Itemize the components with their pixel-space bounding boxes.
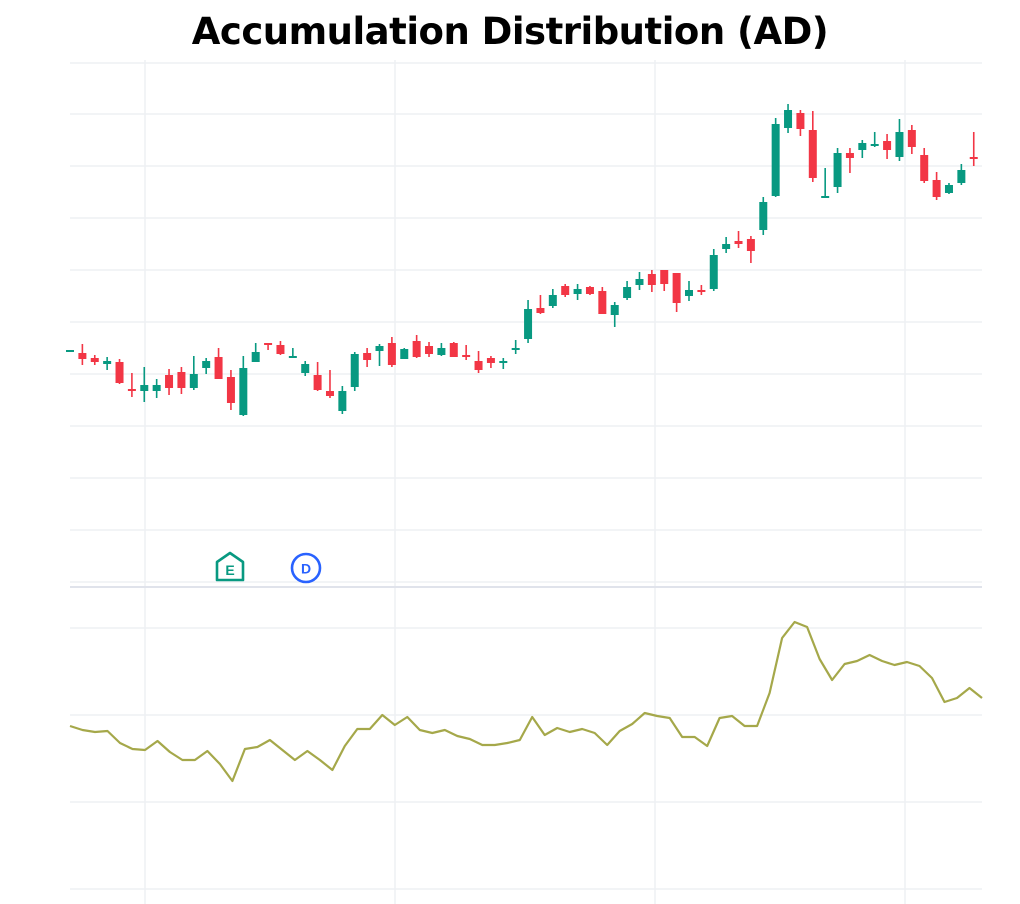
candle[interactable] [226, 370, 235, 410]
candle[interactable] [214, 348, 223, 379]
candle[interactable] [573, 284, 582, 300]
candle[interactable] [759, 197, 768, 235]
ad-indicator-line [69, 620, 983, 783]
candle[interactable] [338, 386, 347, 414]
candle[interactable] [685, 281, 693, 301]
candle[interactable] [103, 357, 112, 370]
candle[interactable] [387, 337, 396, 367]
event-markers: E D [215, 551, 322, 584]
candle[interactable] [561, 284, 570, 297]
candle[interactable] [709, 249, 718, 291]
grid-lines [70, 60, 982, 904]
candle[interactable] [944, 183, 953, 194]
earnings-marker-label: E [225, 562, 234, 578]
candle[interactable] [437, 343, 446, 356]
candle[interactable] [375, 344, 384, 366]
candle[interactable] [895, 119, 904, 161]
candle[interactable] [239, 356, 248, 416]
candle[interactable] [585, 286, 594, 295]
candle[interactable] [548, 289, 557, 308]
candle[interactable] [288, 348, 297, 358]
candle[interactable] [189, 356, 198, 390]
candle[interactable] [536, 295, 545, 314]
candle[interactable] [251, 343, 260, 362]
candle[interactable] [808, 111, 817, 182]
candle[interactable] [400, 348, 409, 359]
candle[interactable] [870, 132, 879, 147]
candle[interactable] [140, 367, 149, 402]
candle[interactable] [647, 270, 656, 292]
candle[interactable] [264, 343, 273, 350]
candle[interactable] [202, 358, 211, 374]
candle[interactable] [858, 140, 867, 158]
candle[interactable] [957, 164, 966, 185]
candle[interactable] [499, 358, 508, 369]
candle[interactable] [932, 172, 941, 200]
candle[interactable] [363, 348, 372, 367]
candle[interactable] [524, 300, 533, 343]
candle[interactable] [412, 335, 421, 358]
earnings-marker[interactable]: E [215, 551, 245, 582]
dividend-marker-label: D [301, 561, 311, 577]
candle[interactable] [821, 168, 830, 198]
candle[interactable] [833, 148, 842, 193]
candle[interactable] [325, 370, 334, 398]
candle[interactable] [598, 287, 607, 314]
candle[interactable] [771, 118, 780, 197]
candle[interactable] [449, 342, 458, 357]
candle[interactable] [907, 125, 916, 154]
candle[interactable] [90, 355, 99, 365]
candle[interactable] [734, 231, 743, 248]
candle[interactable] [425, 342, 434, 357]
candle[interactable] [177, 367, 186, 394]
candle[interactable] [635, 272, 644, 290]
candle[interactable] [672, 273, 681, 312]
dividend-icon [290, 552, 322, 584]
candle[interactable] [883, 134, 892, 159]
candle[interactable] [486, 356, 495, 368]
candle[interactable] [697, 285, 706, 295]
candle[interactable] [152, 379, 161, 398]
chart-title: Accumulation Distribution (AD) [191, 10, 829, 53]
candle[interactable] [920, 148, 929, 183]
candle[interactable] [165, 369, 174, 395]
candle[interactable] [969, 132, 978, 166]
earnings-icon [215, 551, 245, 582]
candle[interactable] [845, 148, 854, 173]
candle[interactable] [462, 345, 471, 360]
candle[interactable] [746, 236, 755, 263]
candle[interactable] [623, 281, 632, 300]
candle[interactable] [66, 350, 74, 352]
candle[interactable] [78, 344, 87, 365]
candle[interactable] [796, 110, 805, 136]
candle[interactable] [722, 237, 731, 253]
candle[interactable] [115, 359, 124, 384]
candle[interactable] [474, 351, 483, 373]
candle[interactable] [276, 341, 285, 355]
dividend-marker[interactable]: D [290, 552, 322, 584]
candlestick-series [66, 104, 978, 416]
candle[interactable] [127, 373, 136, 397]
candle[interactable] [511, 340, 520, 354]
candle[interactable] [313, 362, 322, 391]
candle[interactable] [301, 361, 310, 376]
candle[interactable] [610, 302, 619, 327]
candle[interactable] [350, 352, 359, 391]
candle[interactable] [660, 270, 669, 291]
candle[interactable] [784, 104, 793, 133]
